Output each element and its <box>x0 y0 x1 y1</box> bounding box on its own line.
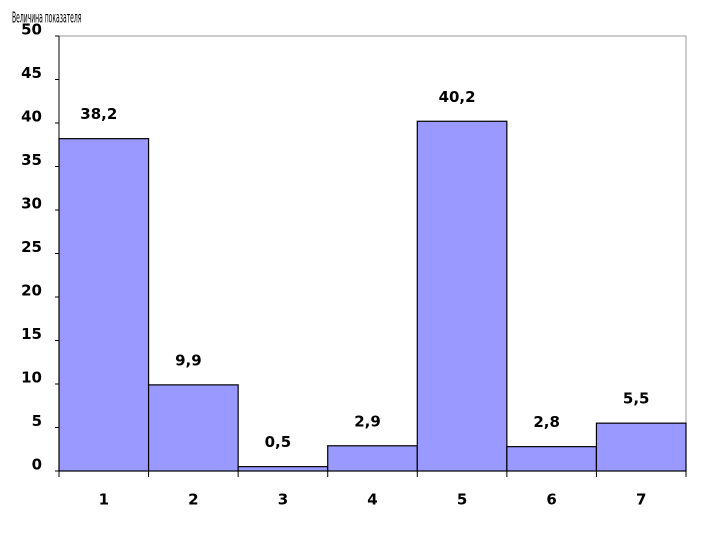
x-tick-label: 2 <box>188 491 198 509</box>
bar <box>237 466 329 472</box>
y-tick-label: 15 <box>21 325 42 343</box>
bar <box>147 384 239 472</box>
y-tick-label: 50 <box>21 21 42 39</box>
value-label: 38,2 <box>80 105 117 123</box>
y-tick-label: 25 <box>21 238 42 256</box>
bar <box>595 422 687 472</box>
x-tick-label: 3 <box>278 491 288 509</box>
x-tick-label: 6 <box>546 491 556 509</box>
bar <box>416 120 508 472</box>
y-tick-label: 45 <box>21 64 42 82</box>
y-tick-label: 0 <box>32 456 42 474</box>
y-tick-label: 35 <box>21 151 42 169</box>
y-tick-label: 40 <box>21 108 42 126</box>
value-label: 2,8 <box>533 413 560 431</box>
y-axis-label: Величина показателя <box>12 8 81 26</box>
x-tick-label: 1 <box>99 491 109 509</box>
x-tick-label: 5 <box>457 491 467 509</box>
value-label: 2,9 <box>354 412 381 430</box>
value-label: 5,5 <box>623 390 650 408</box>
y-tick-label: 5 <box>32 412 42 430</box>
value-label: 0,5 <box>265 433 292 451</box>
x-tick-label: 7 <box>636 491 646 509</box>
x-tick-label: 4 <box>367 491 377 509</box>
bar <box>506 446 598 472</box>
y-tick-label: 10 <box>21 369 42 387</box>
y-tick-label: 30 <box>21 195 42 213</box>
value-label: 40,2 <box>439 88 476 106</box>
bar <box>58 138 150 472</box>
y-tick-label: 20 <box>21 282 42 300</box>
value-label: 9,9 <box>175 351 202 369</box>
bar <box>327 445 418 472</box>
